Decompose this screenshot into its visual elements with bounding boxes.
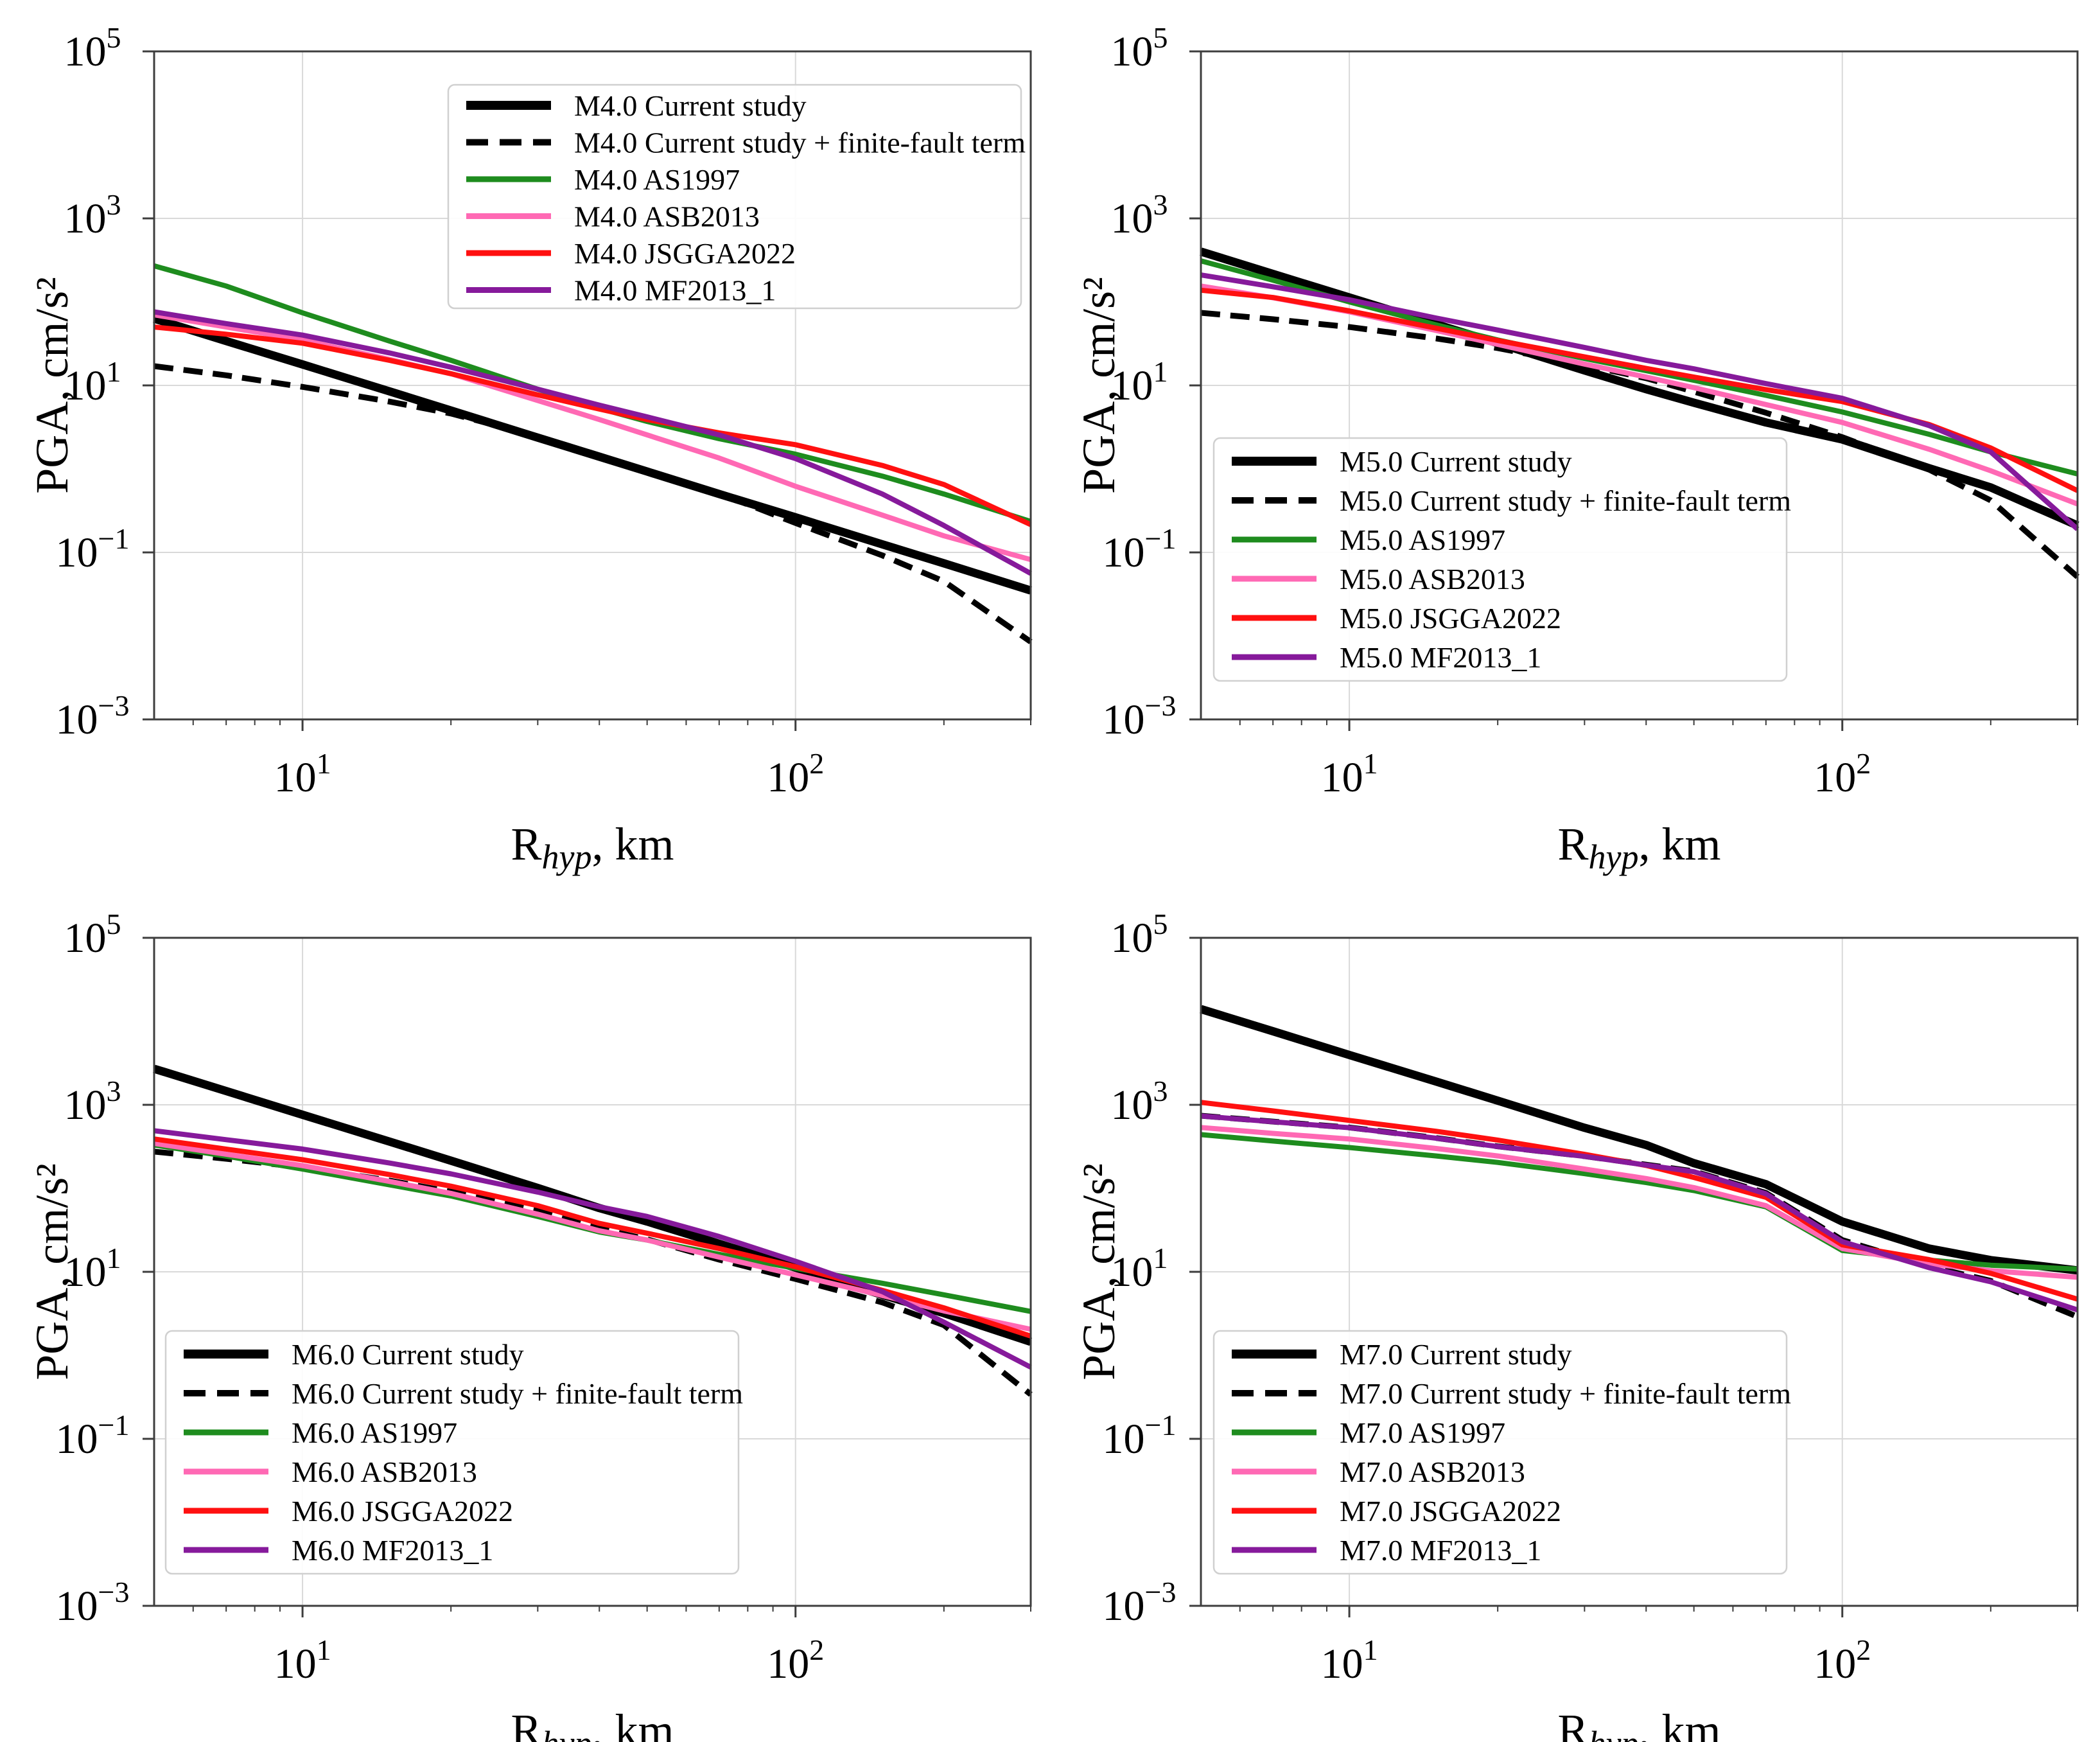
x-axis-title: Rhyp, km [1557, 818, 1720, 876]
legend-box [447, 84, 1022, 310]
legend-box [1212, 437, 1788, 682]
y-axis-title: PGA, cm/s² [26, 1163, 78, 1380]
legend-box [1212, 1330, 1788, 1575]
y-tick-label-3: 103 [1111, 188, 1168, 242]
legend-label: M5.0 ASB2013 [1340, 563, 1525, 595]
x-axis-title: Rhyp, km [1557, 1705, 1720, 1742]
y-tick-label-1: 101 [64, 1242, 121, 1296]
subplot-m6.0: 101 102 105 103 101 10−1 10−3 Rhyp, km PGA, cm/s… [26, 908, 1033, 1742]
legend-label: M7.0 MF2013_1 [1340, 1534, 1541, 1567]
series-line-m4-0-mf2013-1 [153, 309, 1032, 576]
y-tick-label-5: 105 [64, 908, 121, 962]
y-tick-label-1: 101 [1111, 1242, 1168, 1296]
legend-label: M6.0 AS1997 [292, 1416, 457, 1449]
legend-label: M5.0 JSGGA2022 [1340, 602, 1561, 635]
y-tick-label-−1: 10−1 [1103, 522, 1177, 576]
series-line-m6-0-mf2013-1 [153, 1128, 1032, 1370]
y-tick-label-−3: 10−3 [1103, 689, 1177, 743]
y-tick-label-−3: 10−3 [56, 1576, 130, 1630]
y-tick-label-1: 101 [64, 355, 121, 409]
x-axis-title: Rhyp, km [511, 818, 674, 876]
x-tick-label-100: 102 [1814, 747, 1871, 801]
y-tick-label-−3: 10−3 [1103, 1576, 1177, 1630]
legend-label: M4.0 ASB2013 [574, 200, 760, 233]
subplot-m4.0: 101 102 105 103 101 10−1 10−3 Rhyp, km PGA, cm/s… [26, 21, 1033, 876]
legend-label: M4.0 AS1997 [574, 163, 740, 196]
subplot-m7.0: 101 102 105 103 101 10−1 10−3 Rhyp, km PGA, cm/s… [1073, 908, 2079, 1742]
series-line-m6-0-asb2013 [153, 1141, 1031, 1332]
y-tick-label-3: 103 [64, 188, 121, 242]
y-tick-label-−3: 10−3 [56, 689, 130, 743]
legend-label: M7.0 AS1997 [1340, 1416, 1505, 1449]
legend-label: M7.0 Current study [1340, 1338, 1572, 1371]
legend-label: M6.0 ASB2013 [292, 1456, 477, 1488]
y-tick-label-3: 103 [1111, 1075, 1168, 1129]
x-tick-label-10: 101 [274, 747, 331, 801]
y-tick-label-5: 105 [64, 21, 121, 75]
legend-label: M5.0 AS1997 [1340, 523, 1505, 556]
series-line-m4-0-asb2013 [153, 312, 1032, 563]
legend-m7.0: M7.0 Current study M7.0 Current study + f… [1212, 1330, 1791, 1575]
series-line-m5-0-mf2013-1 [1200, 272, 2079, 531]
x-tick-label-100: 102 [1814, 1633, 1871, 1687]
legend-label: M5.0 MF2013_1 [1340, 641, 1541, 674]
y-axis-title: PGA, cm/s² [26, 277, 78, 494]
x-tick-label-10: 101 [1321, 747, 1378, 801]
x-tick-label-100: 102 [767, 1633, 824, 1687]
x-tick-label-10: 101 [1321, 1633, 1378, 1687]
legend-label: M4.0 JSGGA2022 [574, 237, 796, 270]
y-tick-label-−1: 10−1 [56, 522, 130, 576]
x-tick-label-100: 102 [767, 747, 824, 801]
y-tick-label-3: 103 [64, 1075, 121, 1129]
y-tick-label-1: 101 [1111, 355, 1168, 409]
legend-label: M6.0 JSGGA2022 [292, 1495, 513, 1527]
legend-label: M6.0 Current study [292, 1338, 524, 1371]
legend-label: M5.0 Current study + finite-fault term [1340, 484, 1791, 517]
subplot-m5.0: 101 102 105 103 101 10−1 10−3 Rhyp, km PGA, cm/s… [1073, 21, 2079, 876]
y-tick-label-5: 105 [1111, 21, 1168, 75]
x-axis-title: Rhyp, km [511, 1705, 674, 1742]
series-line-m7-0-current-study [1200, 1005, 2078, 1275]
series-line-m7-0-mf2013-1 [1200, 1113, 2079, 1313]
legend-box [164, 1330, 740, 1575]
legend-label: M7.0 Current study + finite-fault term [1340, 1377, 1791, 1410]
legend-m5.0: M5.0 Current study M5.0 Current study + f… [1212, 437, 1791, 682]
series-line-m4-0-jsgga2022 [153, 324, 1032, 527]
legend-label: M6.0 MF2013_1 [292, 1534, 493, 1567]
series-line-m4-0-current-study-finite-fault-term [153, 363, 1033, 644]
y-tick-label-5: 105 [1111, 908, 1168, 962]
y-axis-title: PGA, cm/s² [1073, 277, 1124, 494]
legend-label: M7.0 ASB2013 [1340, 1456, 1525, 1488]
y-tick-label-−1: 10−1 [1103, 1409, 1177, 1463]
legend-label: M4.0 MF2013_1 [574, 274, 776, 307]
legend-label: M5.0 Current study [1340, 445, 1572, 478]
legend-label: M4.0 Current study [574, 89, 807, 122]
legend-m4.0: M4.0 Current study M4.0 Current study + f… [447, 84, 1026, 310]
y-axis-title: PGA, cm/s² [1073, 1163, 1124, 1380]
legend-label: M7.0 JSGGA2022 [1340, 1495, 1561, 1527]
legend-label: M4.0 Current study + finite-fault term [574, 127, 1026, 159]
series-line-m7-0-asb2013 [1200, 1125, 2078, 1280]
y-tick-label-−1: 10−1 [56, 1409, 130, 1463]
x-tick-label-10: 101 [274, 1633, 331, 1687]
legend-m6.0: M6.0 Current study M6.0 Current study + f… [164, 1330, 743, 1575]
legend-label: M6.0 Current study + finite-fault term [292, 1377, 743, 1410]
